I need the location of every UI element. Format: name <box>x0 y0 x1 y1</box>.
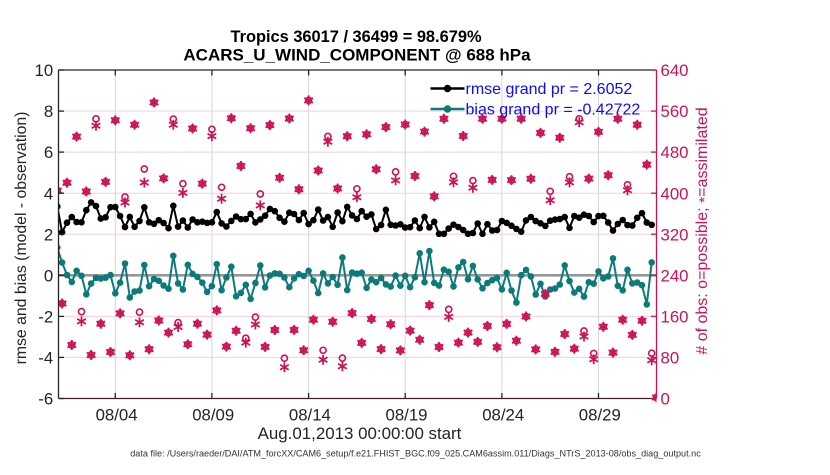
svg-text:08/19: 08/19 <box>386 405 428 424</box>
svg-text:# of obs: o=possible; *=assimi: # of obs: o=possible; *=assimilated <box>694 107 714 354</box>
svg-text:rmse grand pr = 2.6052: rmse grand pr = 2.6052 <box>466 81 633 98</box>
svg-text:8: 8 <box>44 102 53 121</box>
svg-text:data file: /Users/raeder/DAI/A: data file: /Users/raeder/DAI/ATM_forcXX/… <box>130 449 701 459</box>
svg-text:08/29: 08/29 <box>579 405 621 424</box>
svg-text:480: 480 <box>661 143 689 162</box>
svg-text:ACARS_U_WIND_COMPONENT @ 688 h: ACARS_U_WIND_COMPONENT @ 688 hPa <box>183 45 531 64</box>
svg-text:08/04: 08/04 <box>96 405 138 424</box>
svg-text:0: 0 <box>44 266 53 285</box>
svg-text:-2: -2 <box>38 308 53 327</box>
svg-text:240: 240 <box>661 266 689 285</box>
svg-text:160: 160 <box>661 308 689 327</box>
svg-text:320: 320 <box>661 225 689 244</box>
svg-text:-6: -6 <box>38 390 53 409</box>
svg-text:2: 2 <box>44 225 53 244</box>
svg-text:10: 10 <box>35 61 54 80</box>
svg-text:08/09: 08/09 <box>192 405 234 424</box>
svg-text:560: 560 <box>661 102 689 121</box>
svg-text:rmse and bias (model - observa: rmse and bias (model - observation) <box>13 112 30 365</box>
svg-text:08/14: 08/14 <box>289 405 331 424</box>
svg-text:4: 4 <box>44 184 53 203</box>
svg-text:08/24: 08/24 <box>482 405 524 424</box>
svg-text:80: 80 <box>661 349 680 368</box>
svg-text:0: 0 <box>661 390 670 409</box>
svg-text:Tropics 36017 / 36499 = 98.679: Tropics 36017 / 36499 = 98.679% <box>230 28 481 46</box>
svg-text:640: 640 <box>661 61 689 80</box>
svg-text:-4: -4 <box>38 349 53 368</box>
svg-text:bias grand pr = -0.42722: bias grand pr = -0.42722 <box>466 102 641 119</box>
svg-text:400: 400 <box>661 184 689 203</box>
svg-text:Aug.01,2013 00:00:00 start: Aug.01,2013 00:00:00 start <box>258 424 462 443</box>
svg-text:6: 6 <box>44 143 53 162</box>
